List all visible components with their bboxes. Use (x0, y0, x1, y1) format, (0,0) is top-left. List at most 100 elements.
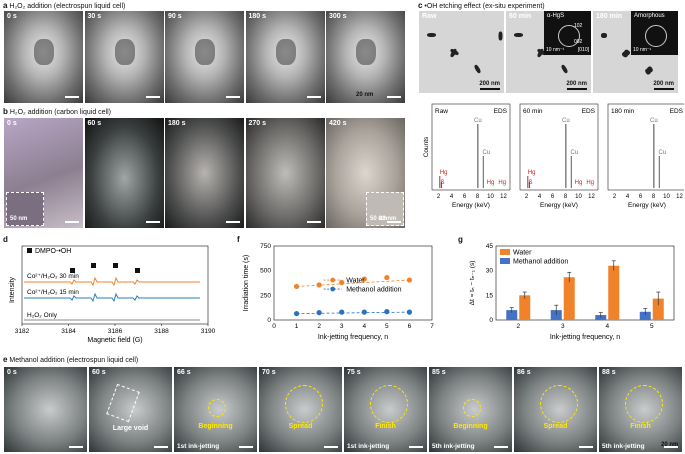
panel-g-xtick: 4 (605, 323, 609, 330)
eds-peak-label: Cu (562, 118, 570, 124)
scale-bar (69, 446, 83, 448)
inset-scale-label: 50 nm (370, 216, 388, 222)
ink-jetting-step: 5th ink-jetting (432, 443, 475, 450)
panel-g-xtick: 2 (516, 323, 520, 330)
particle (427, 33, 436, 37)
frame-time: 60 s (87, 120, 102, 127)
eds-peak-label: Cu (474, 118, 482, 124)
eds-tick-label: 10 (663, 194, 670, 200)
panel-f-ytick: 250 (260, 292, 271, 299)
panel-f-xlabel: Ink-jetting frequency, n (318, 334, 388, 341)
frame-time: 30 s (87, 13, 102, 20)
panel-d-trace-label: H₂O₂ Only (27, 312, 58, 319)
panel-d-trace-30min (24, 276, 200, 287)
panel-b-frame: 180 s (165, 118, 244, 228)
panel-f-point (406, 277, 413, 283)
panel-a-letter: a (3, 1, 8, 10)
eds-tick-label: 12 (676, 194, 683, 200)
panel-g-bar (608, 265, 620, 320)
panel-e-frame: 75 s Finish 1st ink-jetting (344, 367, 427, 452)
eds-tick-label: 8 (476, 194, 480, 200)
panel-g-bar (639, 311, 651, 320)
eds-peak-label: S (528, 180, 532, 186)
panel-a-header: a H₂O₂ addition (electrospun liquid cell… (3, 2, 125, 11)
fft-inset: Amorphous 10 nm⁻¹ (631, 11, 678, 55)
panel-f-ytick: 500 (260, 268, 271, 275)
panel-f-point (384, 274, 390, 281)
scale-bar (494, 446, 508, 448)
frame-label: Spread (543, 423, 568, 430)
ink-jetting-step: 1st ink-jetting (347, 443, 390, 450)
panel-d-ylabel: Intensity (9, 276, 16, 303)
panel-g-xtick: 3 (561, 323, 565, 330)
panel-d-legend-marker (27, 248, 32, 253)
particle (195, 39, 215, 65)
frame-time: 270 s (248, 120, 267, 127)
panel-f-xtick: 0 (272, 323, 276, 330)
panel-b-frame: 60 s (84, 118, 164, 228)
scale-bar (306, 96, 321, 98)
frame-time: 180 min (596, 13, 623, 20)
panel-d-legend: DMPO-•OH (35, 248, 71, 255)
eds-ylabel: Counts (423, 136, 430, 157)
frame-time: 180 s (248, 13, 267, 20)
scale-bar (145, 221, 160, 223)
panel-e-frame: 70 s Spread (259, 367, 342, 452)
panel-g-legend-swatch (500, 249, 510, 255)
panel-f-point (316, 310, 322, 316)
frame-label: Large void (112, 425, 149, 432)
panel-f-point (384, 309, 390, 315)
frame-time: 86 s (517, 369, 531, 376)
panel-g-bar (563, 277, 575, 320)
particle (498, 31, 503, 41)
panel-f-xtick: 6 (408, 323, 412, 330)
eds-peak-label: Cu (571, 150, 579, 156)
frame-time: 85 s (432, 369, 446, 376)
panel-f-point (316, 282, 322, 288)
eds-frame (519, 103, 599, 191)
eds-peak-label: Hg (586, 180, 594, 186)
panel-g-bar (506, 310, 518, 320)
panel-d-tick-label: 3186 (108, 328, 123, 335)
particle (473, 64, 482, 74)
panel-f-fit-line (296, 279, 410, 287)
panel-d-peak-marker (70, 268, 75, 273)
region-circle (370, 385, 408, 423)
eds-method: EDS (582, 108, 596, 115)
panel-e-frame: 60 s Large void (89, 367, 172, 452)
frame-time: 0 s (7, 369, 17, 376)
fft-scale: 10 nm⁻¹ (633, 47, 652, 53)
panel-e-frame: 66 s Beginning 1st ink-jetting (174, 367, 257, 452)
panel-g-xlabel: Ink-jetting frequency, n (550, 334, 620, 341)
region-circle (540, 385, 578, 423)
panel-b-frame: 0 s 50 nm (4, 118, 83, 228)
panel-f-legend-marker (330, 286, 336, 292)
panel-f-frame (273, 245, 433, 321)
panel-g-xtick: 5 (650, 323, 654, 330)
eds-peak-label: Hg (487, 180, 495, 186)
panel-g-ytick: 0 (489, 317, 493, 324)
frame-time: 0 s (7, 120, 17, 127)
eds-tick-label: 4 (450, 194, 454, 200)
scale-label: 200 nm (566, 81, 587, 87)
panel-e-frame: 88 s Finish 5th ink-jetting (599, 367, 682, 452)
scale-bar (567, 88, 587, 90)
panel-a-frame: 300 s (326, 11, 405, 103)
frame-time: Raw (422, 13, 437, 20)
scale-bar (145, 96, 160, 98)
fft-scale: 10 nm⁻¹ (546, 47, 565, 53)
panel-d-tick-label: 3190 (201, 328, 216, 335)
eds-tick-label: 10 (487, 194, 494, 200)
panel-g-ylabel: Δt = tₙ − tₙ₋₁ (s) (469, 261, 476, 306)
eds-tick-label: 4 (538, 194, 542, 200)
panel-g-bar (519, 295, 531, 320)
eds-method: EDS (494, 108, 508, 115)
panel-a-frame: 0 s (4, 11, 83, 103)
frame-time: 66 s (177, 369, 191, 376)
scale-bar (387, 221, 401, 223)
frame-label: Beginning (453, 423, 488, 430)
eds-peak-label: Cu (650, 118, 658, 124)
panel-f-point (293, 310, 300, 317)
eds-xlabel: Energy (keV) (628, 202, 666, 209)
